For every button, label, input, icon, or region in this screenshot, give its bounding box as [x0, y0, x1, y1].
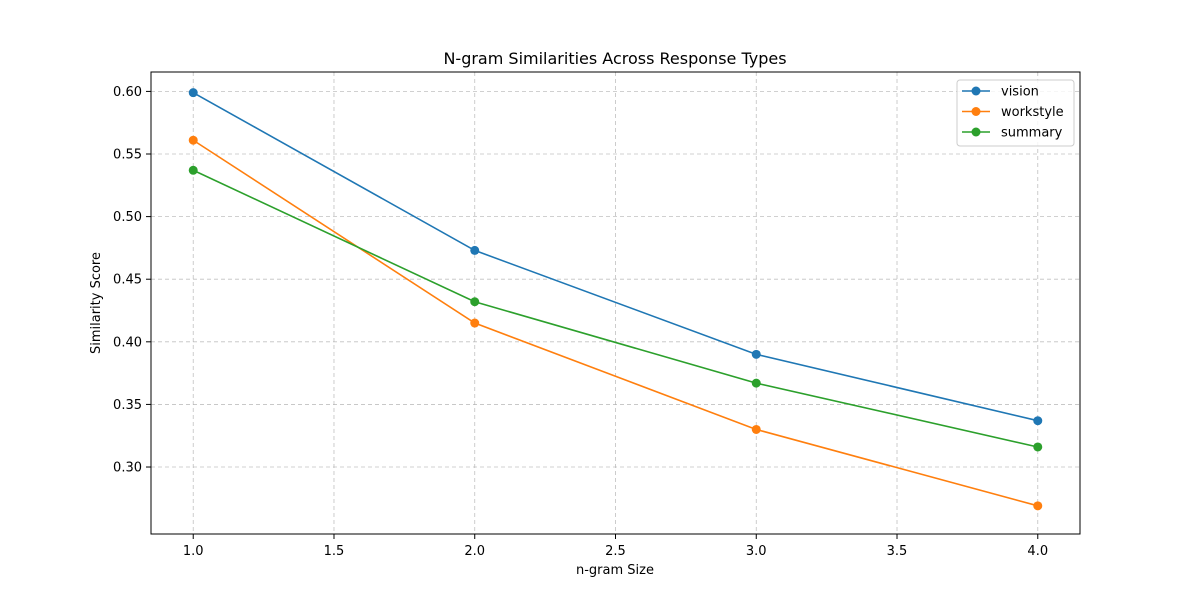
x-tick-label: 1.0: [183, 544, 204, 559]
y-tick-label: 0.50: [113, 210, 142, 225]
legend-label: workstyle: [1001, 105, 1064, 120]
x-tick-label: 3.5: [887, 544, 908, 559]
series-line-workstyle: [192, 139, 1038, 507]
legend-label: summary: [1001, 126, 1063, 141]
legend-item-workstyle: workstyle: [962, 105, 1064, 120]
x-tick-label: 3.0: [746, 544, 767, 559]
legend-swatch-marker: [971, 86, 981, 96]
x-tick-label: 4.0: [1027, 544, 1048, 559]
data-point-vision: [470, 245, 480, 255]
y-tick-label: 0.30: [113, 461, 142, 476]
x-axis-label: n-gram Size: [576, 563, 654, 578]
series-summary: [188, 165, 1043, 452]
y-axis-label: Similarity Score: [89, 252, 104, 354]
data-point-workstyle: [188, 135, 198, 145]
legend-item-vision: vision: [962, 85, 1039, 100]
data-point-workstyle: [470, 318, 480, 328]
series-line-summary: [192, 169, 1038, 448]
chart-title: N-gram Similarities Across Response Type…: [443, 49, 786, 68]
legend-item-summary: summary: [962, 126, 1063, 141]
series-group: [188, 88, 1043, 511]
data-point-vision: [1033, 416, 1043, 426]
y-axis-ticks: 0.30 0.35 0.40 0.45 0.50 0.55 0.60: [113, 85, 151, 476]
y-tick-label: 0.40: [113, 335, 142, 350]
y-tick-label: 0.60: [113, 85, 142, 100]
series-workstyle: [188, 135, 1043, 511]
data-point-summary: [188, 165, 198, 175]
legend: vision workstyle summary: [956, 79, 1075, 147]
data-point-vision: [188, 88, 198, 98]
y-tick-label: 0.35: [113, 398, 142, 413]
x-tick-label: 2.0: [464, 544, 485, 559]
legend-box: [956, 79, 1075, 147]
legend-label: vision: [1001, 85, 1039, 100]
data-point-summary: [1033, 442, 1043, 452]
series-vision: [188, 88, 1043, 426]
x-tick-label: 1.5: [324, 544, 345, 559]
data-point-workstyle: [1033, 501, 1043, 511]
y-tick-label: 0.55: [113, 148, 142, 163]
data-point-workstyle: [751, 424, 761, 434]
legend-swatch-marker: [971, 107, 981, 116]
x-axis-ticks: 1.0 1.5 2.0 2.5 3.0 3.5 4.0: [183, 534, 1048, 559]
x-tick-label: 2.5: [605, 544, 626, 559]
legend-swatch-marker: [971, 127, 981, 137]
data-point-summary: [470, 297, 480, 307]
y-tick-label: 0.45: [113, 273, 142, 288]
data-point-vision: [751, 349, 761, 359]
series-line-vision: [192, 91, 1038, 422]
data-point-summary: [751, 378, 761, 388]
